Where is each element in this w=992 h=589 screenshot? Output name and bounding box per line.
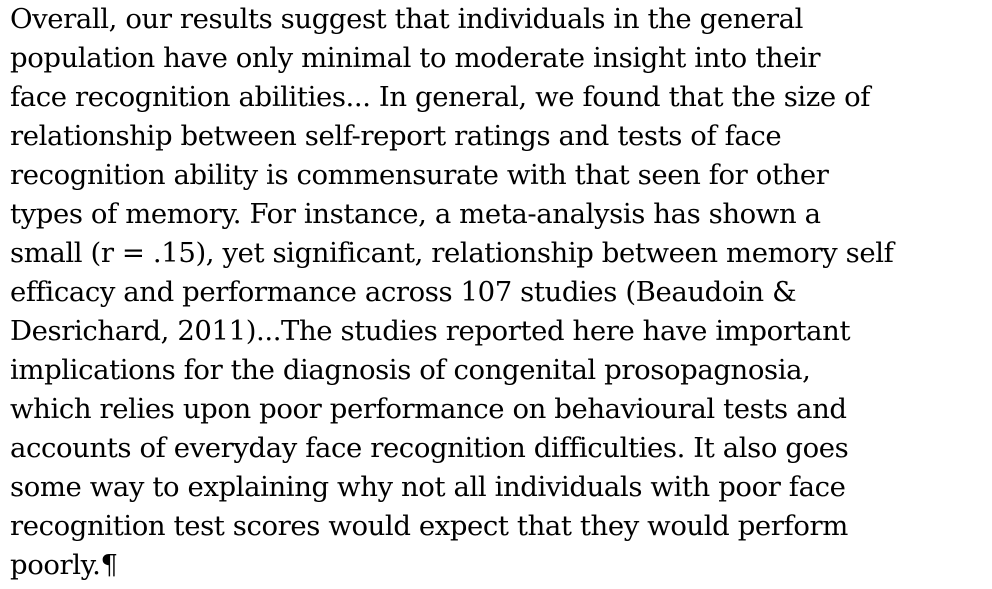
text-line: types of memory. For instance, a meta-an…	[10, 198, 821, 230]
text-line: accounts of everyday face recognition di…	[10, 432, 849, 464]
text-line: population have only minimal to moderate…	[10, 42, 821, 74]
text-line: Overall, our results suggest that indivi…	[10, 3, 804, 35]
text-line: face recognition abilities... In general…	[10, 81, 871, 113]
text-line: which relies upon poor performance on be…	[10, 393, 847, 425]
text-line: poorly.¶	[10, 549, 118, 581]
text-line: recognition test scores would expect tha…	[10, 510, 848, 542]
text-line: implications for the diagnosis of congen…	[10, 354, 811, 386]
text-line: recognition ability is commensurate with…	[10, 159, 829, 191]
text-line: some way to explaining why not all indiv…	[10, 471, 846, 503]
text-line: efficacy and performance across 107 stud…	[10, 276, 797, 308]
body-paragraph: Overall, our results suggest that indivi…	[10, 0, 985, 585]
text-line: Desrichard, 2011)...The studies reported…	[10, 315, 851, 347]
text-line: relationship between self-report ratings…	[10, 120, 782, 152]
text-line: small (r = .15), yet significant, relati…	[10, 237, 894, 269]
